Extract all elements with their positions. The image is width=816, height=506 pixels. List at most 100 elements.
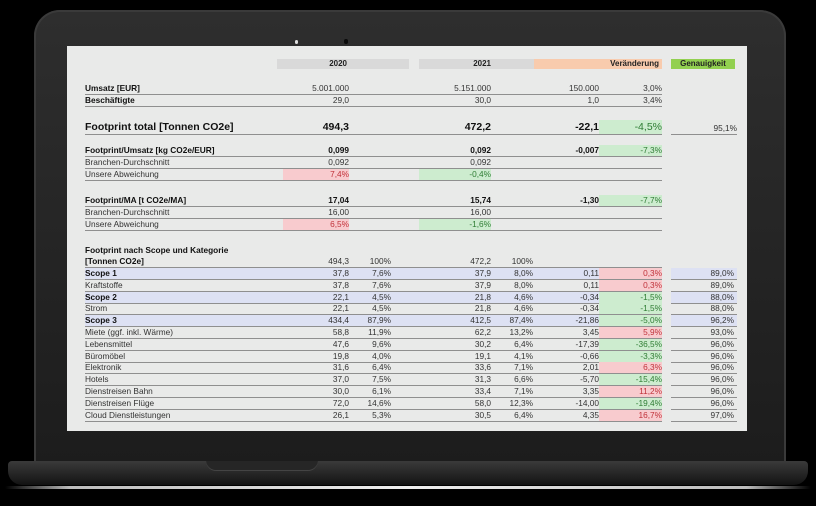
- delta-value[interactable]: -0,66: [580, 350, 599, 361]
- delta-value[interactable]: 2,01: [582, 362, 599, 373]
- value-2021[interactable]: 31,3: [474, 374, 491, 385]
- value-2020[interactable]: 26,1: [332, 409, 349, 420]
- delta-value[interactable]: 150.000: [569, 83, 599, 93]
- row-label[interactable]: Miete (ggf. inkl. Wärme): [85, 327, 174, 337]
- delta-value[interactable]: -0,34: [580, 303, 599, 314]
- percent-2020[interactable]: 11,9%: [368, 327, 391, 337]
- accuracy-value[interactable]: 96,0%: [710, 374, 734, 385]
- percent-2021[interactable]: 6,6%: [514, 374, 533, 385]
- delta-value[interactable]: 1,0: [587, 95, 599, 105]
- value-2020[interactable]: 434,4: [328, 315, 349, 326]
- accuracy-value[interactable]: 96,0%: [710, 386, 734, 396]
- value-2020[interactable]: 37,8: [332, 268, 349, 278]
- percent-2021[interactable]: 6,4%: [514, 338, 533, 349]
- delta-percent[interactable]: 11,2%: [599, 386, 662, 397]
- delta-value[interactable]: 4,35: [582, 409, 599, 420]
- delta-percent[interactable]: 3,0%: [643, 83, 662, 93]
- deviation-2020[interactable]: 6,5%: [283, 219, 349, 230]
- percent-2020[interactable]: 7,6%: [372, 279, 391, 290]
- value-2020[interactable]: 0,092: [328, 157, 349, 167]
- accuracy-value[interactable]: 97,0%: [710, 409, 734, 420]
- percent-2021[interactable]: 87,4%: [509, 315, 533, 326]
- value-2020[interactable]: 19,8: [332, 350, 349, 361]
- value-2021[interactable]: 37,9: [474, 279, 491, 290]
- value-2021[interactable]: 37,9: [474, 268, 491, 278]
- accuracy-value[interactable]: 96,0%: [710, 362, 734, 373]
- row-label[interactable]: Hotels: [85, 374, 109, 385]
- value-2021[interactable]: 15,74: [470, 195, 491, 205]
- delta-percent[interactable]: -4,5%: [599, 120, 662, 134]
- row-label[interactable]: Footprint/Umsatz [kg CO2e/EUR]: [85, 145, 215, 155]
- value-2020[interactable]: 494,3: [322, 121, 349, 133]
- delta-percent[interactable]: 16,7%: [599, 409, 662, 421]
- accuracy-value[interactable]: 95,1%: [713, 123, 737, 133]
- row-label[interactable]: Branchen-Durchschnitt: [85, 157, 170, 167]
- percent-2020[interactable]: 100%: [369, 256, 391, 266]
- percent-2021[interactable]: 4,6%: [514, 303, 533, 314]
- delta-percent[interactable]: -7,3%: [599, 145, 662, 156]
- percent-2021[interactable]: 12,3%: [509, 397, 533, 408]
- delta-value[interactable]: -22,1: [575, 121, 599, 133]
- row-label[interactable]: Umsatz [EUR]: [85, 83, 140, 93]
- percent-2020[interactable]: 87,9%: [367, 315, 391, 326]
- delta-percent[interactable]: -3,3%: [599, 350, 662, 362]
- delta-value[interactable]: 0,11: [583, 268, 599, 278]
- percent-2021[interactable]: 7,1%: [514, 362, 533, 373]
- value-2021[interactable]: 58,0: [474, 397, 491, 408]
- value-2020[interactable]: 22,1: [332, 291, 349, 302]
- value-2021[interactable]: 21,8: [474, 303, 491, 314]
- delta-percent[interactable]: -36,5%: [599, 338, 662, 350]
- value-2020[interactable]: 58,8: [332, 327, 349, 337]
- percent-2021[interactable]: 4,1%: [514, 350, 533, 361]
- value-2020[interactable]: 17,04: [328, 195, 349, 205]
- delta-percent[interactable]: 3,4%: [643, 95, 662, 105]
- accuracy-value[interactable]: 96,0%: [710, 350, 734, 361]
- delta-value[interactable]: -14,00: [575, 397, 599, 408]
- accuracy-value[interactable]: 89,0%: [710, 268, 734, 278]
- delta-value[interactable]: -5,70: [580, 374, 599, 385]
- row-label[interactable]: Dienstreisen Flüge: [85, 397, 155, 408]
- delta-value[interactable]: -1,30: [580, 195, 599, 205]
- percent-2021[interactable]: 8,0%: [514, 279, 533, 290]
- percent-2020[interactable]: 4,5%: [372, 291, 391, 302]
- value-2021[interactable]: 30,2: [474, 338, 491, 349]
- value-2020[interactable]: 494,3: [328, 256, 349, 266]
- percent-2020[interactable]: 5,3%: [372, 409, 391, 420]
- value-2021[interactable]: 412,5: [470, 315, 491, 326]
- value-2020[interactable]: 0,099: [328, 145, 349, 155]
- delta-percent[interactable]: 0,3%: [599, 279, 662, 291]
- accuracy-value[interactable]: 88,0%: [710, 303, 734, 314]
- row-label[interactable]: Kraftstoffe: [85, 279, 123, 290]
- percent-2020[interactable]: 4,5%: [372, 303, 391, 314]
- deviation-2021[interactable]: -0,4%: [419, 169, 491, 180]
- delta-value[interactable]: -0,007: [575, 145, 599, 155]
- value-2021[interactable]: 16,00: [470, 207, 491, 217]
- value-2020[interactable]: 31,6: [332, 362, 349, 373]
- percent-2020[interactable]: 4,0%: [372, 350, 391, 361]
- delta-percent[interactable]: -1,5%: [599, 303, 662, 315]
- value-2021[interactable]: 5.151.000: [454, 83, 491, 93]
- value-2021[interactable]: 0,092: [470, 157, 491, 167]
- value-2021[interactable]: 0,092: [470, 145, 491, 155]
- delta-value[interactable]: 0,11: [583, 279, 599, 290]
- row-label[interactable]: Dienstreisen Bahn: [85, 386, 153, 396]
- delta-value[interactable]: 3,45: [582, 327, 599, 337]
- value-2021[interactable]: 30,0: [474, 95, 491, 105]
- percent-2021[interactable]: 7,1%: [514, 386, 533, 396]
- row-label[interactable]: Scope 3: [85, 315, 117, 326]
- percent-2020[interactable]: 6,1%: [372, 386, 391, 396]
- delta-percent[interactable]: 6,3%: [599, 362, 662, 374]
- delta-value[interactable]: 3,35: [582, 386, 599, 396]
- row-label[interactable]: Unsere Abweichung: [85, 219, 159, 229]
- value-2020[interactable]: 29,0: [332, 95, 349, 105]
- deviation-2020[interactable]: 7,4%: [283, 169, 349, 180]
- accuracy-value[interactable]: 96,0%: [710, 397, 734, 408]
- percent-2021[interactable]: 6,4%: [514, 409, 533, 420]
- percent-2020[interactable]: 7,5%: [372, 374, 391, 385]
- deviation-2021[interactable]: -1,6%: [419, 219, 491, 230]
- delta-percent[interactable]: 5,9%: [599, 327, 662, 338]
- value-2020[interactable]: 5.001.000: [312, 83, 349, 93]
- delta-value[interactable]: -0,34: [580, 291, 599, 302]
- row-label[interactable]: Scope 2: [85, 291, 117, 302]
- delta-percent[interactable]: -7,7%: [599, 195, 662, 206]
